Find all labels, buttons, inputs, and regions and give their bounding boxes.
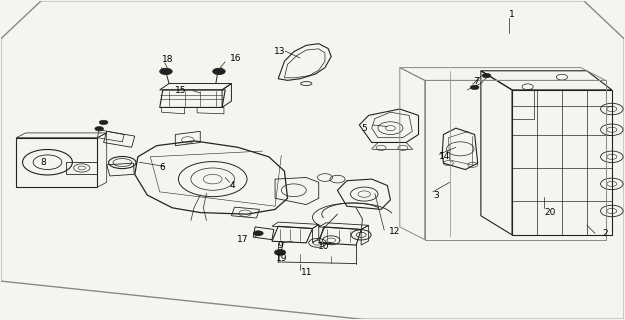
Text: 1: 1 [509,10,515,19]
Circle shape [470,85,479,90]
Text: 18: 18 [162,55,173,64]
Text: 19: 19 [276,254,288,263]
Text: 5: 5 [362,124,368,132]
Text: 13: 13 [274,46,286,56]
Circle shape [160,68,172,75]
Text: 9: 9 [277,241,282,250]
Text: 16: 16 [230,54,242,63]
Circle shape [482,73,491,78]
Text: 4: 4 [229,181,235,190]
Circle shape [274,250,286,255]
Text: 8: 8 [40,158,46,167]
Bar [16,138,98,187]
Text: 14: 14 [439,152,451,161]
Text: 6: 6 [159,164,165,172]
Text: 17: 17 [238,235,249,244]
Circle shape [253,231,263,236]
Text: 15: 15 [175,86,186,95]
Text: 10: 10 [318,242,329,251]
Text: 2: 2 [602,229,608,238]
Text: 7: 7 [472,77,479,86]
Circle shape [95,126,104,131]
Circle shape [213,68,225,75]
Text: 3: 3 [433,190,439,200]
Text: 12: 12 [389,227,401,236]
Text: 20: 20 [544,208,556,217]
Circle shape [99,120,108,124]
Bar [66,162,98,174]
Text: 11: 11 [301,268,312,277]
